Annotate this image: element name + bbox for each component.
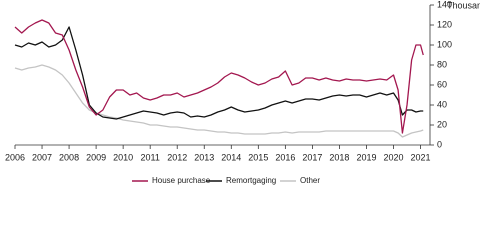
y-tick-label: 140 [437, 0, 452, 9]
x-tick-label: 2006 [5, 152, 25, 162]
x-tick-label: 2014 [221, 152, 241, 162]
x-tick-label: 2012 [167, 152, 187, 162]
x-tick-label: 2007 [32, 152, 52, 162]
x-tick-label: 2017 [302, 152, 322, 162]
series-line [14, 19, 424, 134]
y-tick-label: 100 [437, 39, 452, 49]
y-tick-label: 120 [437, 19, 452, 29]
series-line [14, 26, 424, 120]
x-tick-label: 2013 [194, 152, 214, 162]
x-tick-label: 2008 [59, 152, 79, 162]
y-tick-label: 40 [437, 99, 447, 109]
series-line [14, 64, 424, 138]
legend-label: Remortgaging [226, 176, 276, 185]
x-tick-label: 2016 [275, 152, 295, 162]
legend-label: Other [300, 176, 320, 185]
x-tick-label: 2021 [411, 152, 431, 162]
x-tick-label: 2011 [140, 152, 159, 162]
x-tick-label: 2015 [248, 152, 268, 162]
y-axis-label: Thousands [447, 0, 480, 10]
x-tick-label: 2019 [356, 152, 376, 162]
y-tick-label: 80 [437, 59, 447, 69]
x-tick-label: 2020 [383, 152, 403, 162]
y-tick-label: 20 [437, 119, 447, 129]
x-tick-label: 2018 [329, 152, 349, 162]
x-tick-label: 2010 [113, 152, 133, 162]
legend-label: House purchase [152, 176, 211, 185]
chart: Thousands 2006 2007 2008 2009 2010 2011 2012 20… [5, 0, 480, 185]
x-tick-label: 2009 [86, 152, 106, 162]
y-tick-label: 0 [437, 139, 442, 149]
y-tick-label: 60 [437, 79, 447, 89]
